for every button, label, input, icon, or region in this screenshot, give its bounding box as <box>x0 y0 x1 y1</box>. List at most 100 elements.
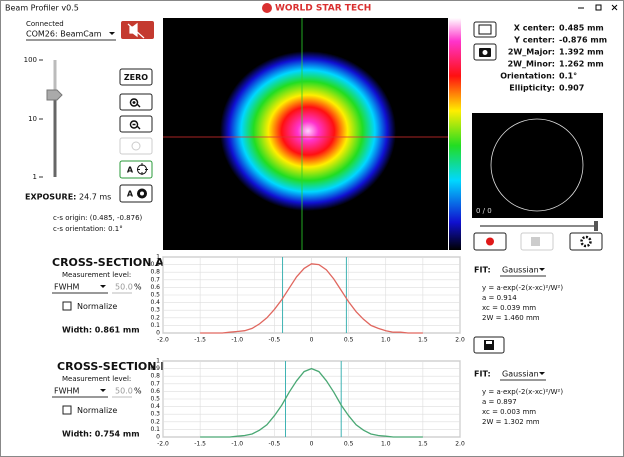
stat-label: 2W_Major: <box>508 48 555 57</box>
fit-result: xc = 0.003 mm <box>482 408 536 416</box>
profile-curve <box>200 263 423 334</box>
exposure-value: 24.7 ms <box>79 193 111 202</box>
width-readout: Width: 0.861 mm <box>62 326 140 335</box>
dropdown-arrow <box>539 372 545 375</box>
x-tick-label: -1.5 <box>194 337 206 344</box>
scale-label: 10 <box>28 115 37 123</box>
level-mode-dropdown[interactable]: FWHM <box>54 387 80 396</box>
view-button[interactable] <box>473 21 497 38</box>
auto-exposure-icon-center <box>140 191 144 196</box>
stat-value: -0.876 mm <box>559 36 607 45</box>
y-tick-label: 0.5 <box>150 396 160 403</box>
camera-lens <box>482 50 488 55</box>
fit-result: a = 0.914 <box>482 294 517 302</box>
auto-exposure-button[interactable] <box>119 184 153 203</box>
maximize-button[interactable] <box>595 4 602 11</box>
zoom-in-button[interactable] <box>119 93 153 111</box>
x-tick-label: -2.0 <box>157 441 169 448</box>
auto-center-label: A <box>127 166 134 175</box>
y-tick-label: 0.3 <box>150 307 160 314</box>
stat-label: Orientation: <box>500 72 555 81</box>
settings-button[interactable] <box>569 232 603 251</box>
width-readout: Width: 0.754 mm <box>62 430 140 439</box>
level-value-input[interactable]: 50.0 <box>115 283 133 292</box>
playback-handle[interactable] <box>594 221 598 231</box>
preview-counter: 0 / 0 <box>476 207 492 215</box>
fit-result: y = a·exp(-2(x-xc)²/W²) <box>482 284 563 292</box>
x-tick-label: 0.5 <box>344 337 354 344</box>
save-icon <box>484 340 494 350</box>
exposure-label: EXPOSURE: <box>25 193 76 202</box>
measurement-label: Measurement level: <box>62 271 131 279</box>
level-value-input[interactable]: 50.0 <box>115 387 133 396</box>
dropdown-arrow <box>539 268 545 271</box>
fit-label: FIT: <box>474 266 491 275</box>
measurement-label: Measurement level: <box>62 375 131 383</box>
scale-ticks <box>39 59 43 178</box>
center-icon <box>131 141 141 151</box>
normalize-label: Normalize <box>77 302 117 311</box>
dropdown-arrow <box>109 32 115 35</box>
stat-value: 0.907 <box>559 84 584 93</box>
close-button[interactable] <box>611 4 618 11</box>
y-tick-label: 1 <box>156 254 160 261</box>
cs-origin: c-s origin: (0.485, -0.876) <box>53 214 143 222</box>
fit-result: 2W = 1.302 mm <box>482 418 540 426</box>
y-tick-label: 0.5 <box>150 292 160 299</box>
save-icon-label <box>486 341 492 344</box>
fit-model-dropdown[interactable]: Gaussian <box>502 370 539 379</box>
x-tick-label: 2.0 <box>455 441 465 448</box>
x-tick-label: 0 <box>310 337 314 344</box>
stat-label: Ellipticity: <box>509 84 555 93</box>
preview-circle <box>490 118 584 212</box>
zoom-out-button[interactable] <box>119 115 153 133</box>
x-tick-label: 1.5 <box>418 441 428 448</box>
fit-label: FIT: <box>474 370 491 379</box>
normalize-checkbox[interactable] <box>62 301 72 311</box>
stat-label: X center: <box>514 24 555 33</box>
stat-value: 0.485 mm <box>559 24 604 33</box>
y-tick-label: 0.9 <box>150 261 160 268</box>
view-icon <box>478 24 492 35</box>
x-tick-label: 2.0 <box>455 337 465 344</box>
y-tick-label: 0.8 <box>150 269 160 276</box>
zero-button[interactable] <box>119 68 153 86</box>
x-tick-label: -0.5 <box>269 441 281 448</box>
profile-curve <box>200 367 423 438</box>
x-tick-label: 0.5 <box>344 441 354 448</box>
y-tick-label: 0.8 <box>150 373 160 380</box>
exposure-slider-handle[interactable] <box>46 89 63 101</box>
preview-window <box>472 113 603 218</box>
settings-icon <box>580 235 592 248</box>
logo-icon <box>262 3 272 13</box>
section-title: CROSS-SECTION A <box>52 256 164 269</box>
x-tick-label: -1.5 <box>194 441 206 448</box>
y-tick-label: 0.6 <box>150 388 160 395</box>
y-tick-label: 1 <box>156 358 160 365</box>
fit-model-dropdown[interactable]: Gaussian <box>502 266 539 275</box>
y-tick-label: 0.1 <box>150 426 160 433</box>
port-dropdown[interactable]: COM26: BeamCam <box>26 30 102 39</box>
stat-value: 1.262 mm <box>559 60 604 69</box>
center-button-disabled <box>119 137 153 155</box>
level-mode-dropdown[interactable]: FWHM <box>54 283 80 292</box>
y-tick-label: 0.2 <box>150 418 160 425</box>
y-tick-label: 0.4 <box>150 403 160 410</box>
zoom-out-icon <box>129 120 141 130</box>
fit-result: 2W = 1.460 mm <box>482 314 540 322</box>
normalize-checkbox[interactable] <box>62 405 72 415</box>
dropdown-arrow <box>100 389 106 392</box>
x-tick-label: 1.5 <box>418 337 428 344</box>
y-tick-label: 0 <box>156 330 160 337</box>
y-tick-label: 0.4 <box>150 299 160 306</box>
x-tick-label: 1.0 <box>381 337 391 344</box>
beam-spot <box>220 51 396 211</box>
y-tick-label: 0.7 <box>150 380 160 387</box>
y-tick-label: 0.2 <box>150 314 160 321</box>
fit-result: a = 0.897 <box>482 398 517 406</box>
connection-status: Connected <box>26 20 64 28</box>
normalize-label: Normalize <box>77 406 117 415</box>
dropdown-arrow <box>100 285 106 288</box>
y-tick-label: 0 <box>156 434 160 441</box>
scale-label: 100 <box>24 56 37 64</box>
